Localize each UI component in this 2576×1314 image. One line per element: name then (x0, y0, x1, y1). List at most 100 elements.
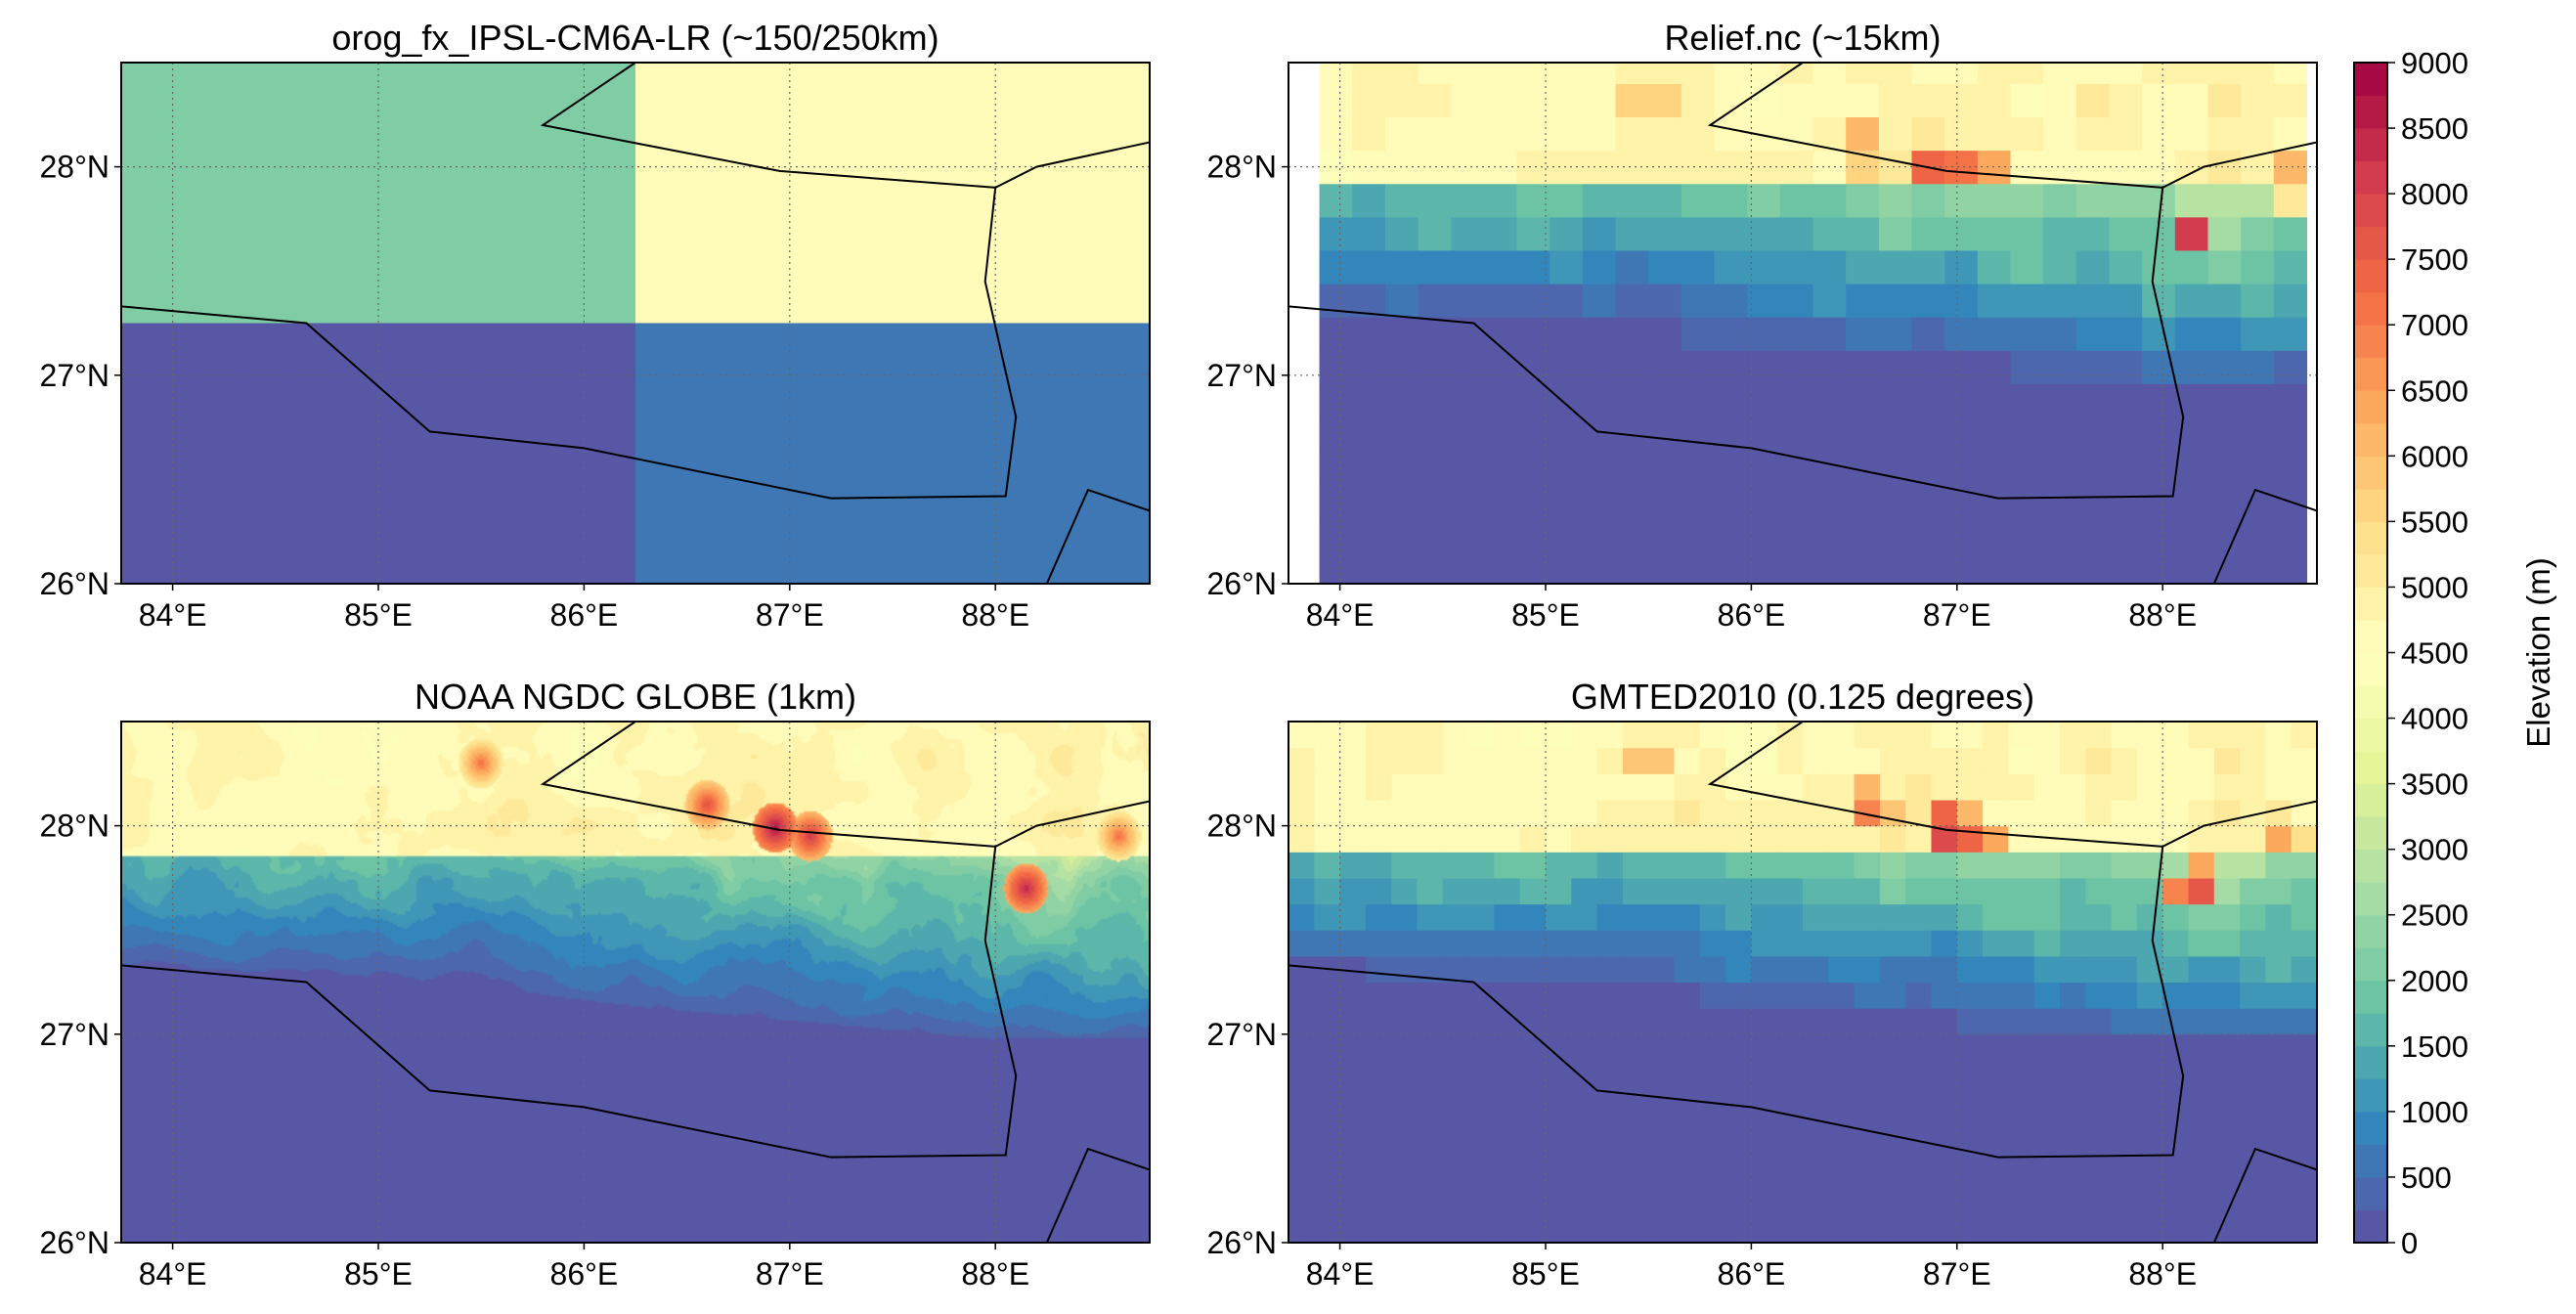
panel-title: orog_fx_IPSL-CM6A-LR (~150/250km) (331, 18, 939, 58)
grid-cell (2273, 549, 2308, 584)
grid-cell (1442, 1164, 1469, 1192)
grid-cell (1977, 317, 2012, 351)
grid-cell (1648, 1112, 1676, 1139)
border-line (1288, 846, 2185, 1159)
grid-cell (1776, 799, 1804, 827)
grid-cell (1983, 1008, 2009, 1035)
grid-cell (1977, 516, 2012, 551)
grid-cell (1812, 383, 1847, 418)
grid-cell (1468, 1112, 1495, 1139)
border-line (2212, 488, 2317, 584)
grid-cell (2240, 1164, 2266, 1192)
grid-cell (1776, 903, 1804, 931)
grid-cell (635, 63, 1150, 324)
grid-cell (2207, 416, 2242, 452)
grid-cell (2240, 982, 2266, 1009)
grid-cell (1956, 825, 1984, 853)
grid-cell (1956, 1086, 1984, 1114)
grid-cell (1803, 1190, 1829, 1217)
grid-cell (2188, 799, 2215, 827)
grid-cell (2085, 852, 2113, 879)
colorbar-tick-label: 2000 (2401, 964, 2468, 998)
grid-cell (1699, 930, 1726, 957)
grid-cell (1468, 982, 1495, 1009)
grid-cell (1622, 852, 1649, 879)
grid-cell (1725, 982, 1752, 1009)
grid-cell (1956, 1008, 1984, 1035)
grid-cell (1622, 955, 1649, 984)
grid-cell (2213, 825, 2241, 853)
grid-cell (1352, 350, 1386, 384)
grid-cell (1699, 799, 1726, 827)
grid-cell (1546, 903, 1572, 931)
grid-cell (1417, 1164, 1444, 1192)
grid-cell (1879, 1086, 1906, 1114)
grid-cell (1519, 1138, 1547, 1165)
grid-cell (1751, 852, 1778, 879)
grid-cell (1494, 1112, 1521, 1139)
grid-cell (1314, 1033, 1341, 1062)
grid-cell (1674, 982, 1701, 1009)
grid-cell (1878, 283, 1913, 318)
grid-cell (1418, 450, 1452, 485)
grid-cell (1288, 722, 1315, 749)
grid-cell (2033, 955, 2061, 984)
grid-cell (2043, 383, 2077, 418)
grid-cell (1714, 63, 1748, 84)
grid-cell (2291, 1060, 2317, 1087)
grid-cell (1828, 1060, 1856, 1087)
grid-cell (1451, 249, 1485, 285)
colorbar-tick-label: 8500 (2401, 111, 2468, 146)
grid-cell (1725, 1138, 1752, 1165)
grid-cell (1779, 83, 1814, 118)
grid-cell (1648, 483, 1682, 518)
colorbar-segment (2354, 751, 2387, 785)
grid-cell (1911, 350, 1945, 384)
grid-cell (1519, 1033, 1547, 1062)
grid-cell (1582, 350, 1617, 384)
grid-cell (1648, 116, 1682, 152)
grid-cell (1546, 825, 1572, 853)
grid-cell (1391, 1216, 1419, 1243)
grid-cell (2273, 216, 2308, 251)
grid-cell (1747, 549, 1781, 584)
grid-cell (1879, 1190, 1906, 1217)
grid-cell (1319, 116, 1353, 152)
y-tick-label: 28°N (1207, 150, 1278, 185)
grid-cell (1483, 283, 1518, 318)
grid-cell (1339, 955, 1367, 984)
grid-cell (1418, 116, 1452, 152)
grid-cell (1944, 150, 1979, 185)
grid-cell (2085, 747, 2113, 774)
grid-cell (1582, 549, 1617, 584)
grid-cell (2136, 1033, 2163, 1062)
grid-cell (1977, 249, 2012, 285)
grid-cell (2060, 1086, 2086, 1114)
grid-cell (2010, 216, 2044, 251)
grid-cell (2109, 63, 2143, 84)
grid-cell (1931, 773, 1958, 801)
grid-cell (1879, 773, 1906, 801)
grid-cell (1931, 1112, 1958, 1139)
grid-cell (1699, 747, 1726, 774)
elevation-field (1288, 63, 2317, 584)
grid-cell (1622, 1112, 1649, 1139)
grid-cell (1483, 183, 1518, 218)
colorbar-segment (2354, 357, 2387, 391)
grid-cell (1550, 549, 1584, 584)
grid-cell (2240, 747, 2266, 774)
axes-frame (120, 62, 1151, 585)
grid-cell (1747, 450, 1781, 485)
grid-cell (2060, 1164, 2086, 1192)
grid-cell (1878, 549, 1913, 584)
grid-cell (1418, 283, 1452, 318)
grid-cell (1879, 903, 1906, 931)
axes-frame (1288, 62, 2318, 585)
grid-cell (2265, 903, 2292, 931)
grid-cell (1681, 317, 1716, 351)
grid-cell (2162, 1138, 2190, 1165)
grid-cell (2075, 83, 2111, 118)
grid-cell (2273, 83, 2308, 118)
grid-cell (1905, 773, 1933, 801)
grid-cell (2240, 722, 2266, 749)
